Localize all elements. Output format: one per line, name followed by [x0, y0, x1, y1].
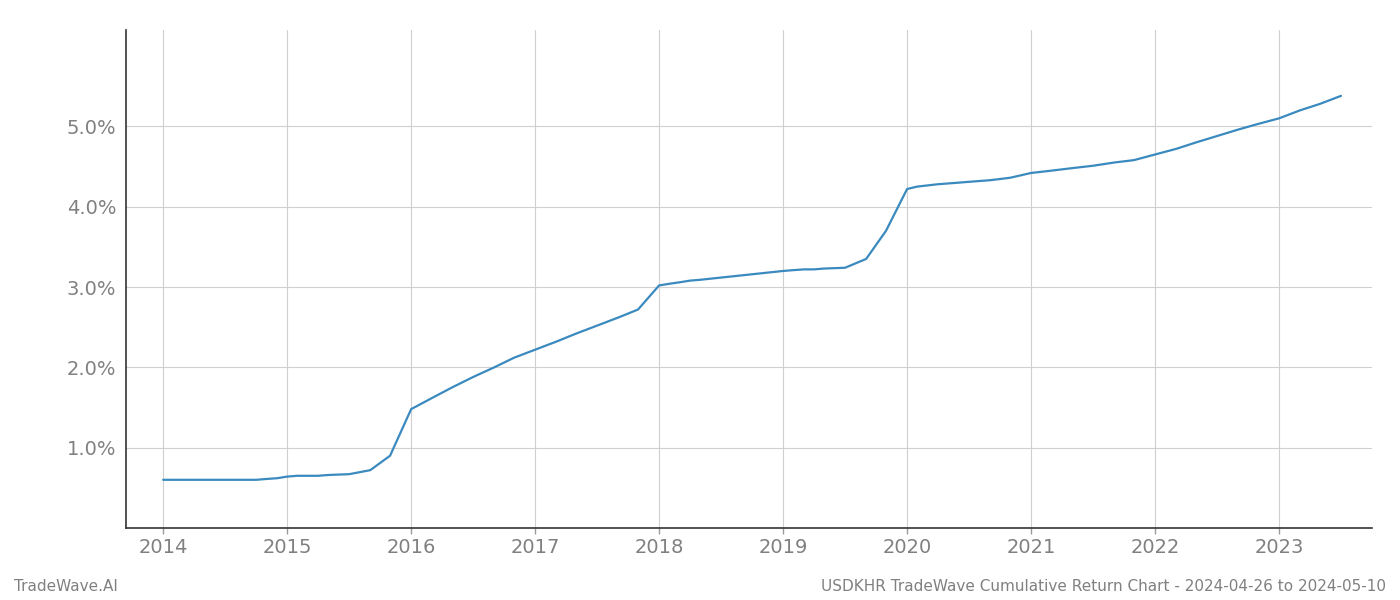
Text: USDKHR TradeWave Cumulative Return Chart - 2024-04-26 to 2024-05-10: USDKHR TradeWave Cumulative Return Chart…: [820, 579, 1386, 594]
Text: TradeWave.AI: TradeWave.AI: [14, 579, 118, 594]
